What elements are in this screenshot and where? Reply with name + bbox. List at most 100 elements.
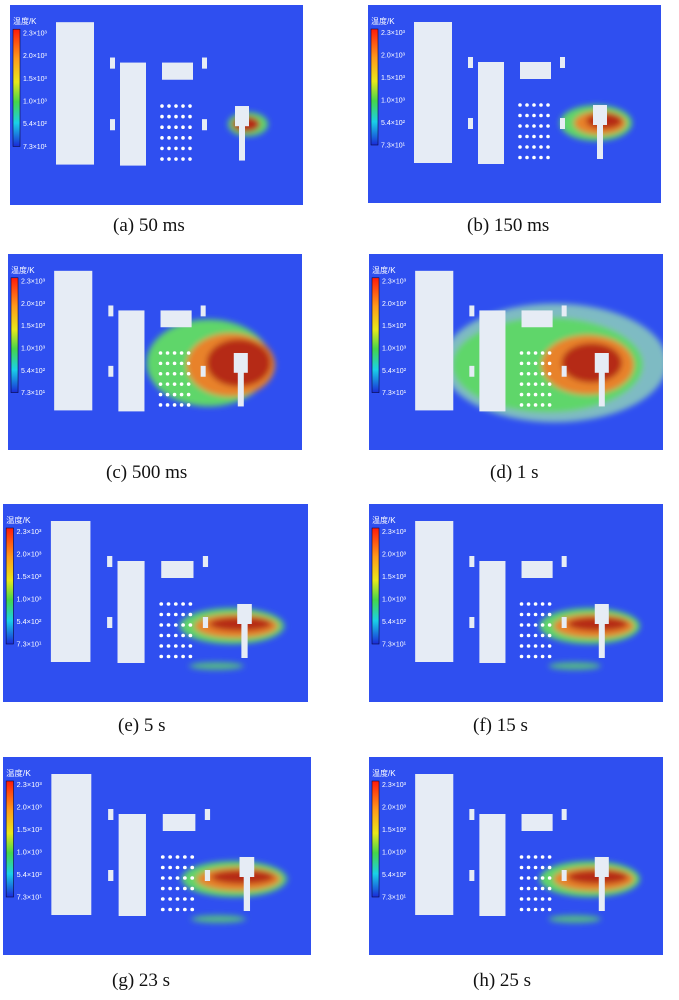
- obstacles: [415, 774, 609, 916]
- vent-hole: [519, 654, 524, 659]
- vent-hole: [179, 371, 184, 376]
- vent-hole: [540, 371, 545, 376]
- vent-hole: [159, 612, 164, 617]
- colorbar-tick: 2.0×10³: [381, 53, 406, 60]
- vent-hole: [174, 125, 178, 130]
- vent-hole: [525, 124, 529, 128]
- vent-hole: [173, 633, 178, 638]
- vent-hole: [190, 855, 195, 859]
- hot-gas-plume: [539, 861, 640, 923]
- vent-hole: [168, 876, 173, 880]
- vent-hole: [533, 633, 538, 638]
- temperature-field-f: 温度/K 2.3×10³ 2.0×10³ 1.5×10³ 1.0×10³ 5.4×10² 7…: [369, 504, 663, 702]
- vent-hole: [158, 392, 163, 397]
- vent-hole: [181, 602, 185, 606]
- vent-hole: [540, 907, 545, 912]
- vent-hole: [533, 623, 538, 627]
- domain-background: [369, 504, 663, 702]
- vent-hole: [540, 612, 545, 617]
- vent-hole: [175, 876, 180, 880]
- caption-c: (c) 500 ms: [106, 462, 188, 483]
- vent-hole: [519, 623, 524, 627]
- obstacles: [56, 22, 249, 166]
- vent-hole: [182, 855, 187, 859]
- vent-hole: [540, 602, 545, 606]
- vent-hole: [188, 654, 193, 659]
- vent-hole: [166, 654, 171, 659]
- vent-hole: [160, 104, 164, 108]
- vent-hole: [526, 876, 531, 880]
- obstacle-block: [594, 604, 609, 624]
- vent-hole: [533, 865, 538, 870]
- vent-hole: [160, 876, 165, 880]
- vent-hole-grid: [518, 103, 550, 160]
- vent-hole: [179, 351, 184, 355]
- obstacle-block: [521, 814, 553, 831]
- vent-hole: [182, 907, 187, 912]
- vent-hole: [186, 351, 191, 355]
- obstacle-block: [56, 22, 94, 165]
- vent-hole: [190, 886, 195, 891]
- vent-hole: [519, 886, 524, 891]
- vent-hole: [166, 623, 171, 627]
- vent-hole: [540, 392, 545, 397]
- colorbar-tick: 1.0×10³: [382, 850, 407, 857]
- obstacles: [414, 22, 607, 164]
- obstacle-block: [415, 774, 454, 915]
- vent-hole: [526, 865, 531, 870]
- vent-hole: [519, 897, 524, 901]
- obstacle-block: [479, 561, 506, 663]
- vent-hole: [190, 876, 195, 880]
- obstacle-block: [235, 106, 249, 127]
- vent-hole: [540, 403, 545, 407]
- vent-hole: [547, 623, 552, 627]
- temperature-field-d: 温度/K 2.3×10³ 2.0×10³ 1.5×10³ 1.0×10³ 5.4×10² 7…: [369, 254, 663, 450]
- colorbar: [10, 277, 19, 393]
- vent-hole: [546, 145, 550, 149]
- vent-hole: [540, 351, 545, 355]
- caption-a: (a) 50 ms: [113, 215, 185, 236]
- vent-hole: [172, 361, 177, 366]
- vent-hole: [547, 633, 552, 638]
- vent-hole: [168, 907, 173, 912]
- colorbar-tick: 2.0×10³: [382, 301, 407, 308]
- caption-f: (f) 15 s: [473, 715, 528, 736]
- vent-hole: [519, 644, 524, 648]
- vent-hole: [181, 654, 185, 659]
- colorbar-tick: 2.3×10³: [21, 279, 46, 286]
- vent-hole: [519, 403, 524, 407]
- vent-hole: [181, 125, 185, 130]
- obstacle-block: [243, 875, 251, 911]
- obstacle-block: [415, 270, 454, 411]
- obstacle-block: [237, 370, 244, 407]
- vent-hole: [547, 897, 552, 901]
- vent-hole: [533, 382, 538, 386]
- vent-hole: [525, 134, 529, 139]
- temperature-field-h: 温度/K 2.3×10³ 2.0×10³ 1.5×10³ 1.0×10³ 5.4×10² 7…: [369, 757, 663, 955]
- vent-hole: [540, 865, 545, 870]
- vent-hole: [160, 907, 165, 912]
- vent-hole: [158, 351, 163, 355]
- vent-hole: [533, 392, 538, 397]
- colorbar-tick: 5.4×10²: [23, 121, 48, 128]
- vent-hole: [188, 125, 192, 130]
- vent-hole: [173, 623, 178, 627]
- caption-e: (e) 5 s: [118, 715, 166, 736]
- vent-hole: [526, 886, 531, 891]
- panel-c: 温度/K 2.3×10³ 2.0×10³ 1.5×10³ 1.0×10³ 5.4×10² 7…: [8, 254, 302, 450]
- vent-hole: [190, 865, 195, 870]
- vent-hole: [518, 124, 522, 128]
- caption-g: (g) 23 s: [112, 970, 171, 991]
- obstacle-block: [561, 556, 567, 567]
- vent-hole: [165, 392, 170, 397]
- vent-hole: [181, 633, 185, 638]
- vent-hole: [526, 612, 531, 617]
- colorbar: [370, 28, 379, 146]
- vent-hole: [160, 157, 164, 161]
- obstacle-block: [50, 521, 91, 662]
- obstacle-block: [108, 365, 114, 377]
- obstacle-block: [479, 310, 506, 412]
- vent-hole: [519, 361, 524, 366]
- obstacle-block: [202, 57, 207, 69]
- colorbar-tick: 7.3×10¹: [382, 642, 407, 649]
